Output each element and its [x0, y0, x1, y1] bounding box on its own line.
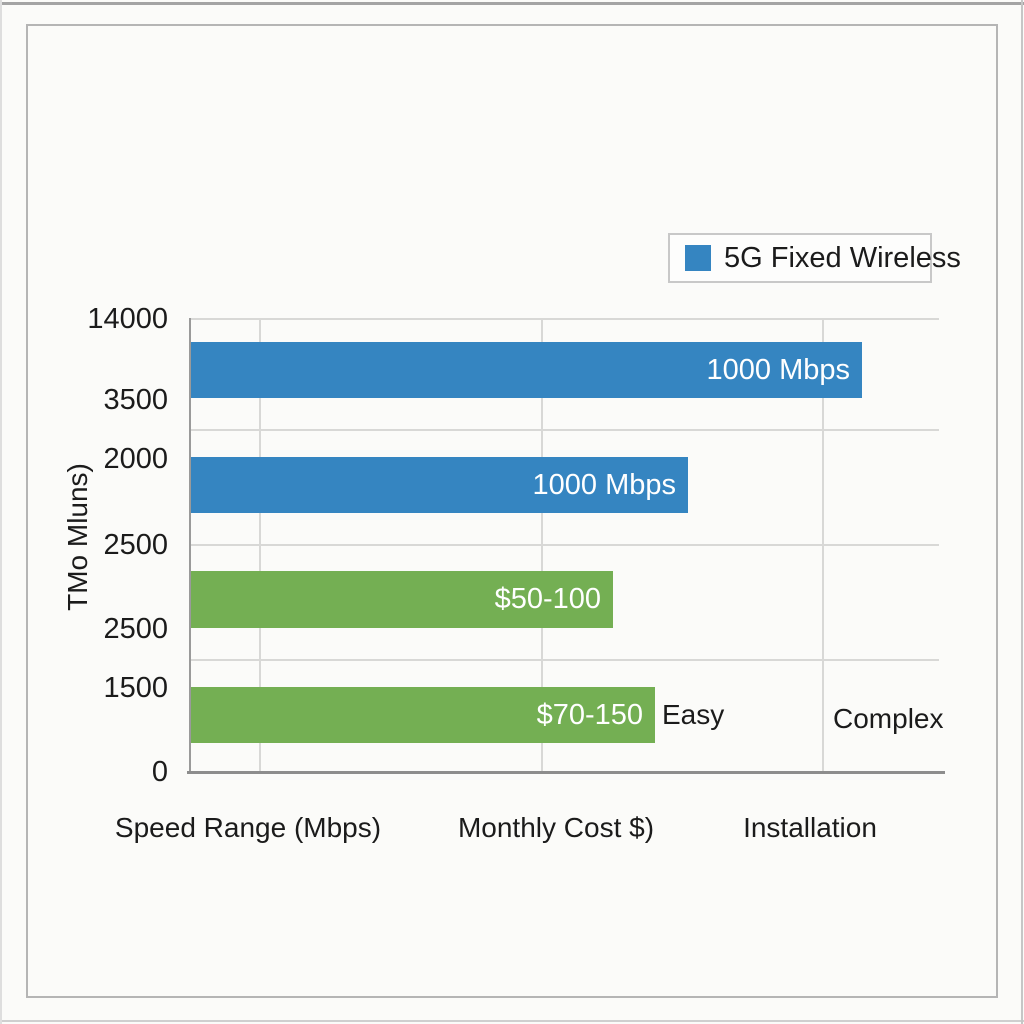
- y-tick-label: 0: [151, 756, 168, 788]
- page-right-edge-line: [1021, 0, 1023, 1024]
- bar-value-label: $70-150: [536, 698, 643, 731]
- y-tick-label: 3500: [103, 384, 168, 416]
- annotation-easy: Easy: [662, 699, 725, 730]
- gridline-vertical: [822, 318, 824, 771]
- legend-label: 5G Fixed Wireless: [724, 241, 961, 274]
- y-tick-label: 2000: [103, 443, 168, 475]
- y-axis-line: [189, 318, 191, 772]
- y-axis-title: TMo Mluns): [62, 463, 93, 611]
- page-left-edge-line: [0, 0, 2, 1024]
- gridline-vertical: [259, 318, 261, 771]
- bar-cost-other: $70-150: [191, 687, 655, 743]
- bar-value-label: $50-100: [494, 583, 601, 615]
- legend-swatch-icon: [685, 245, 711, 271]
- bar-value-label: 1000 Mbps: [532, 468, 677, 501]
- bar-speed-5g: 1000 Mbps: [191, 342, 862, 398]
- y-tick-label: 2500: [103, 529, 168, 561]
- gridline-horizontal: [191, 429, 939, 431]
- y-tick-label: 14000: [87, 303, 168, 335]
- chart-outer-frame: [26, 24, 998, 998]
- x-axis-label-cost: Monthly Cost $): [457, 812, 655, 843]
- gridline-horizontal: [191, 659, 939, 661]
- gridline-horizontal: [191, 544, 939, 546]
- bar-value-label: 1000 Mbps: [706, 353, 851, 386]
- y-tick-label: 2500: [103, 613, 168, 645]
- bar-speed-other: 1000 Mbps: [191, 457, 688, 513]
- x-axis-label-speed: Speed Range (Mbps): [114, 812, 382, 843]
- y-tick-label: 1500: [103, 672, 168, 704]
- gridline-vertical: [541, 318, 543, 771]
- annotation-complex: Complex: [833, 703, 944, 734]
- page-top-edge-line: [0, 2, 1024, 5]
- gridline-horizontal: [191, 318, 939, 320]
- page-bottom-edge-line: [0, 1020, 1024, 1022]
- bar-cost-5g: $50-100: [191, 571, 613, 628]
- plot-area: 1000 Mbps 1000 Mbps $50-100 $70-150: [187, 318, 945, 774]
- chart-legend: 5G Fixed Wireless: [668, 233, 961, 283]
- x-axis-line: [187, 771, 945, 774]
- x-axis-label-installation: Installation: [743, 812, 877, 843]
